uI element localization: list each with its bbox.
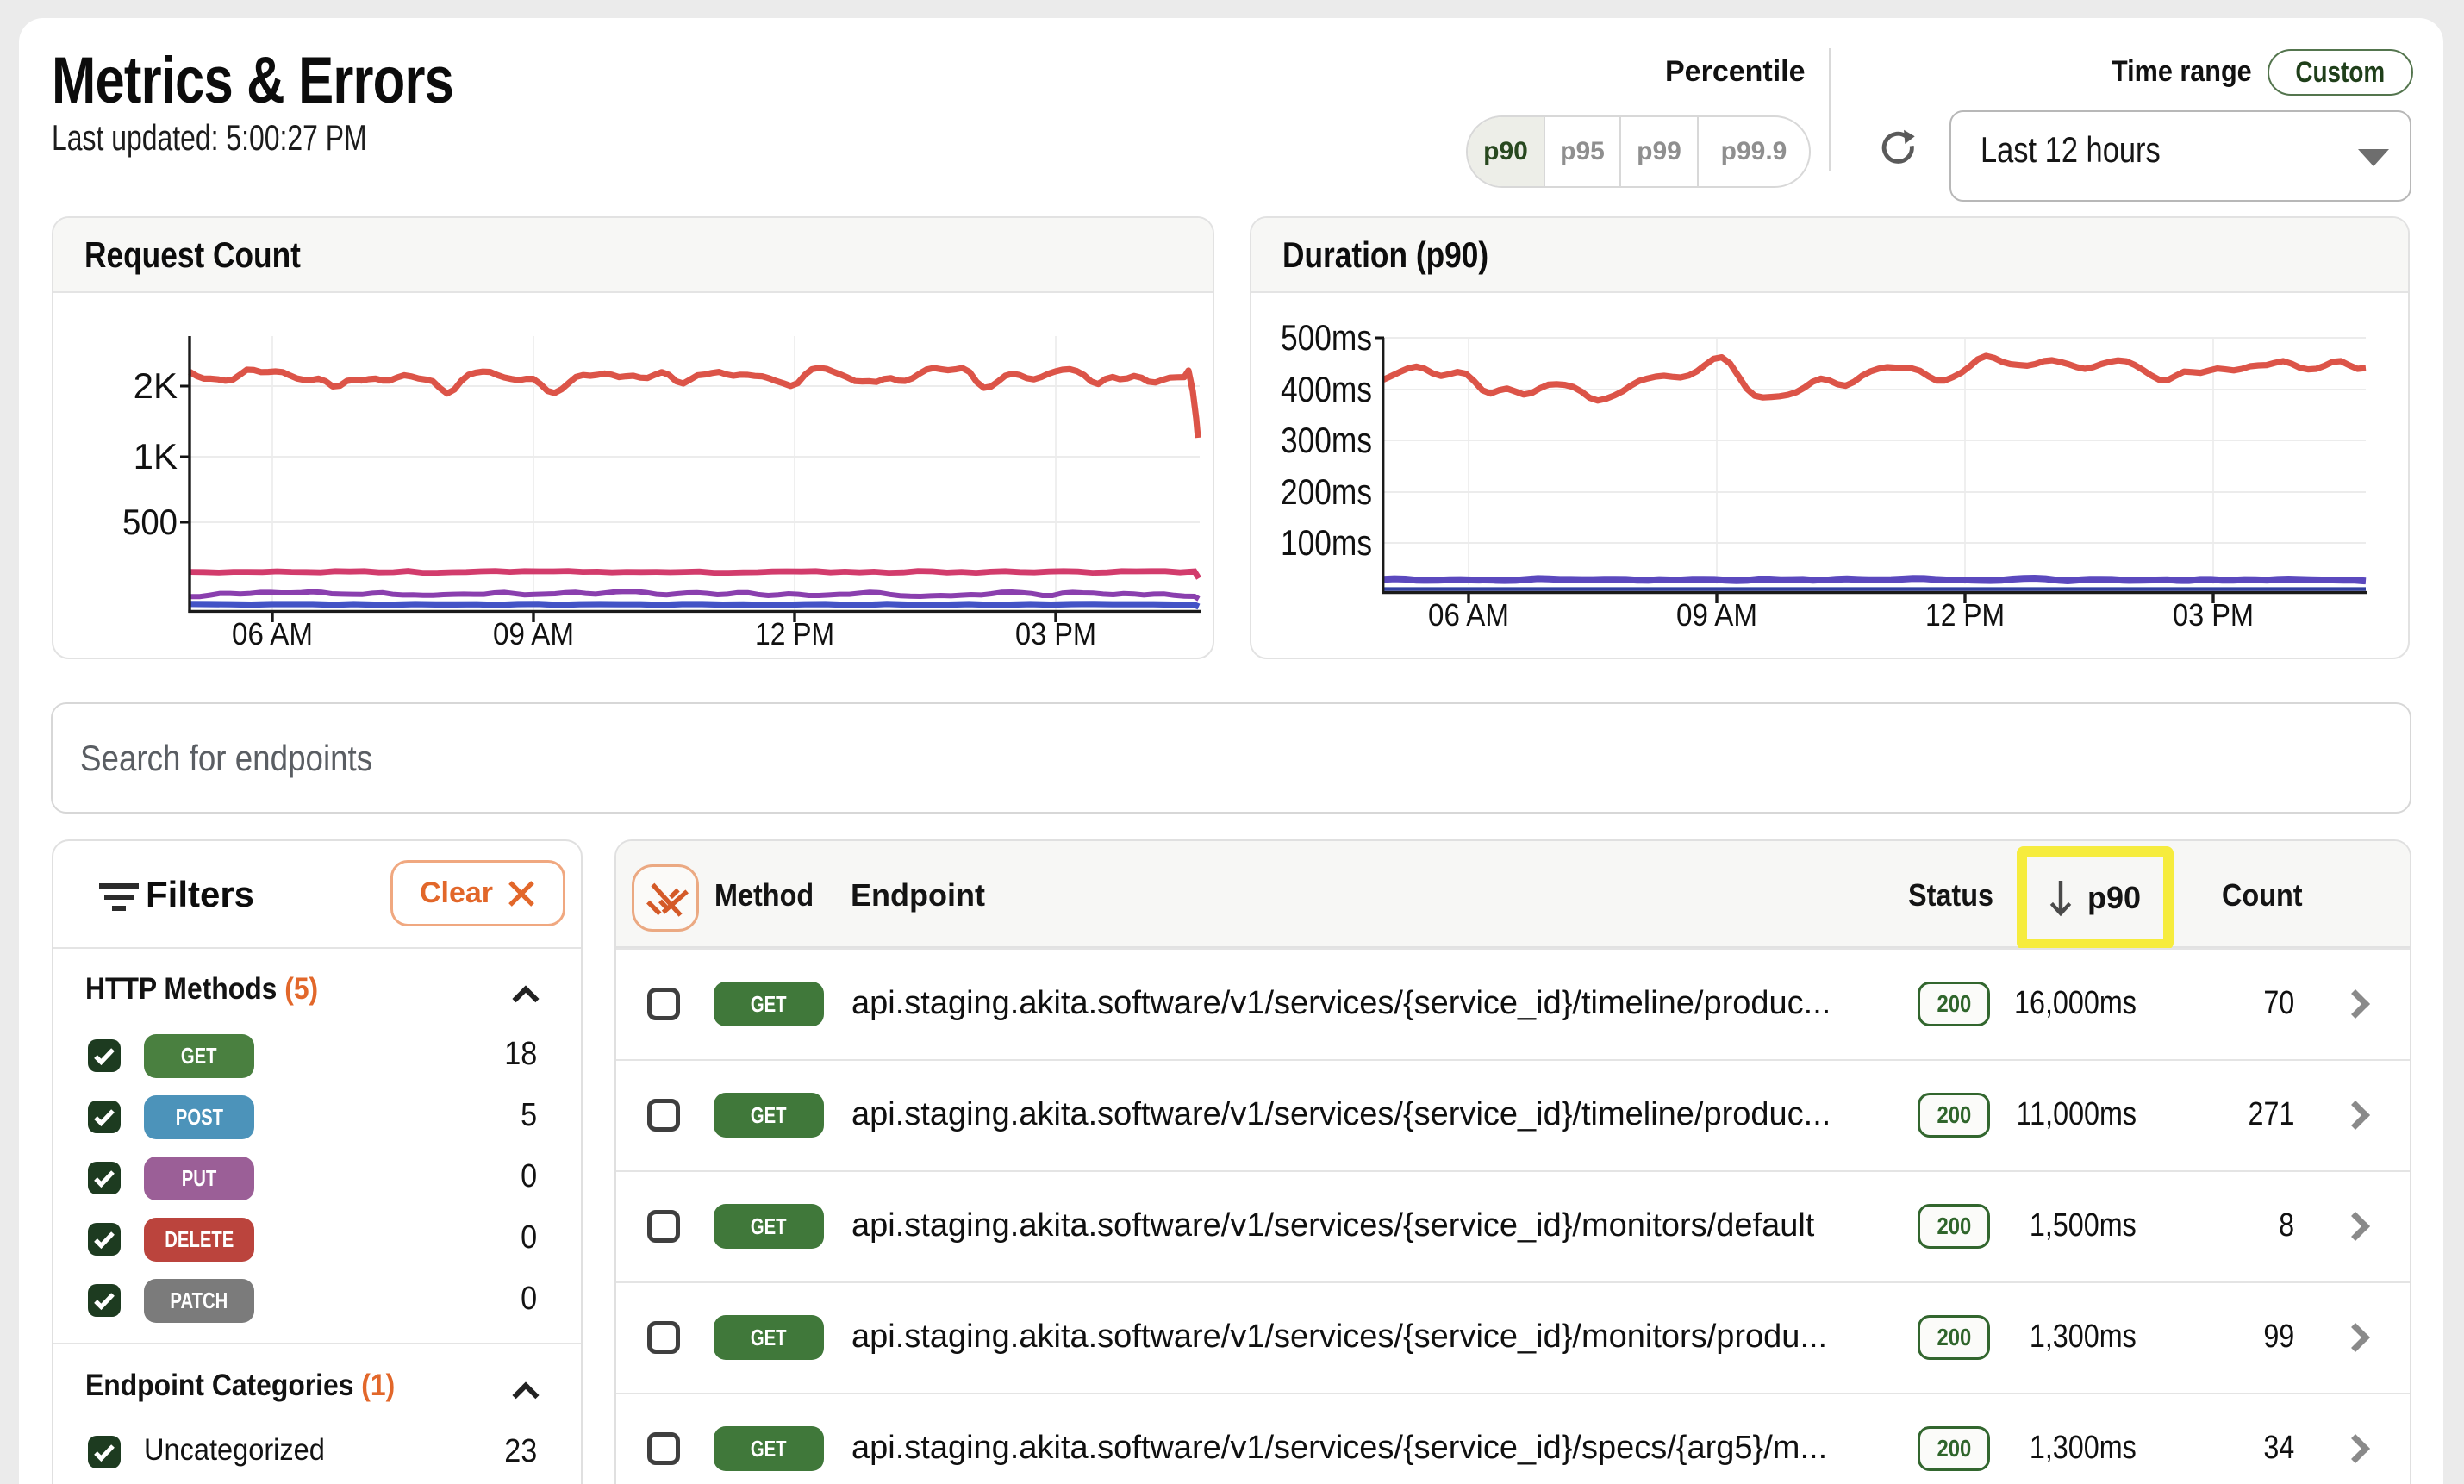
svg-text:06 AM: 06 AM	[232, 616, 313, 652]
svg-text:300ms: 300ms	[1281, 420, 1372, 460]
svg-text:1K: 1K	[134, 436, 178, 477]
svg-text:12 PM: 12 PM	[1925, 597, 2005, 633]
svg-text:400ms: 400ms	[1281, 369, 1372, 409]
svg-text:500: 500	[122, 502, 178, 542]
svg-text:06 AM: 06 AM	[1428, 597, 1509, 633]
svg-text:03 PM: 03 PM	[1015, 616, 1096, 652]
svg-text:12 PM: 12 PM	[755, 616, 834, 652]
svg-text:09 AM: 09 AM	[493, 616, 574, 652]
svg-text:500ms: 500ms	[1281, 317, 1372, 358]
svg-text:100ms: 100ms	[1281, 522, 1372, 563]
svg-text:200ms: 200ms	[1281, 471, 1372, 512]
svg-text:09 AM: 09 AM	[1676, 597, 1757, 633]
svg-text:2K: 2K	[134, 365, 178, 406]
svg-text:03 PM: 03 PM	[2173, 597, 2254, 633]
